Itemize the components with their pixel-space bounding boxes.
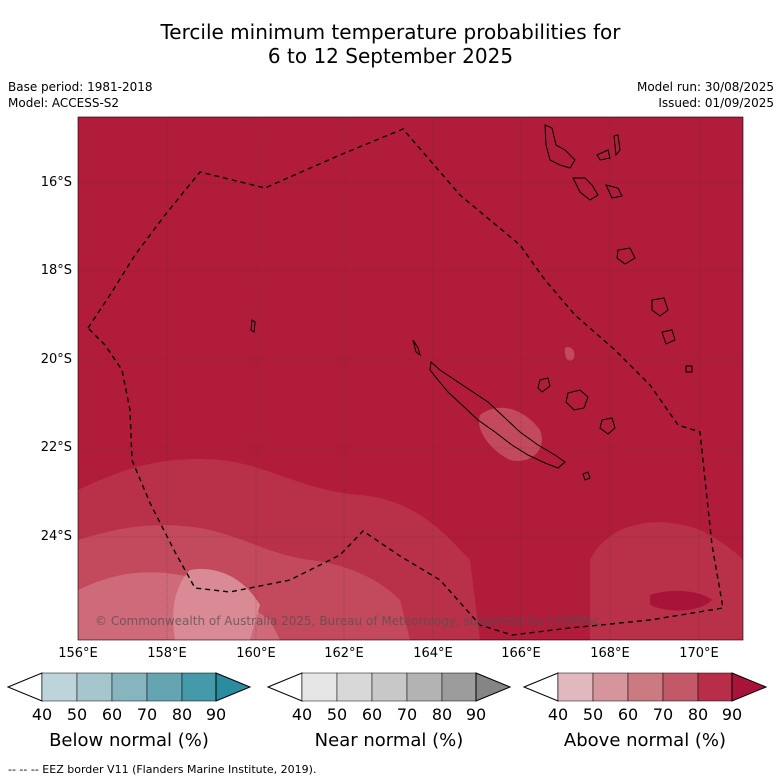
above-normal-title: Above normal (%) <box>563 730 727 751</box>
tanna-island <box>661 329 676 345</box>
below-tick-70: 70 <box>136 705 158 724</box>
map-title-line2: 6 to 12 September 2025 <box>267 44 514 68</box>
lon-label-162e: 162°E <box>324 646 364 661</box>
below-tick-90: 90 <box>205 705 227 724</box>
lat-label-22s: 22°S <box>40 440 72 455</box>
near-tick-90: 90 <box>465 705 487 724</box>
below-tick-40: 40 <box>31 705 53 724</box>
model-name: Model: ACCESS-S2 <box>8 96 120 110</box>
contour-70-east <box>590 522 743 640</box>
pentecost-island <box>613 134 621 157</box>
contour-60-small <box>564 347 575 361</box>
map-area <box>78 117 743 640</box>
above-tick-40: 40 <box>547 705 569 724</box>
graticule <box>78 117 743 640</box>
above-tick-50: 50 <box>582 705 604 724</box>
lon-label-164e: 164°E <box>413 646 453 661</box>
above-tick-90: 90 <box>721 705 743 724</box>
below-tick-80: 80 <box>171 705 193 724</box>
lat-label-18s: 18°S <box>40 263 72 278</box>
copyright-notice: © Commonwealth of Australia 2025, Bureau… <box>95 614 601 628</box>
isle-of-pines <box>582 471 591 481</box>
contour-90 <box>650 590 712 611</box>
lon-label-166e: 166°E <box>501 646 541 661</box>
efate-island <box>616 247 636 265</box>
near-tick-60: 60 <box>361 705 383 724</box>
maewo-island <box>596 149 611 161</box>
lon-label-158e: 158°E <box>147 646 187 661</box>
below-tick-60: 60 <box>101 705 123 724</box>
lon-label-168e: 168°E <box>590 646 630 661</box>
belep-island <box>412 339 421 357</box>
lat-label-20s: 20°S <box>40 352 72 367</box>
mare-island <box>599 417 616 435</box>
lon-label-156e: 156°E <box>58 646 98 661</box>
erromango-island <box>651 297 669 317</box>
lat-label-16s: 16°S <box>40 175 72 190</box>
near-tick-70: 70 <box>396 705 418 724</box>
chesterfield-islands <box>250 319 256 333</box>
contour-60-noumea <box>479 407 542 461</box>
eez-border <box>87 128 724 636</box>
espiritu-santo-island <box>544 124 576 169</box>
colorbar-near <box>266 672 512 702</box>
map-frame <box>77 116 744 641</box>
lifou-island <box>565 389 589 411</box>
lon-label-170e: 170°E <box>679 646 719 661</box>
colorbar-below <box>6 672 252 702</box>
near-tick-80: 80 <box>431 705 453 724</box>
above-tick-80: 80 <box>687 705 709 724</box>
colorbar-above <box>522 672 768 702</box>
ambrym-island <box>605 184 623 199</box>
near-tick-50: 50 <box>326 705 348 724</box>
near-normal-title: Near normal (%) <box>314 730 464 751</box>
near-tick-40: 40 <box>291 705 313 724</box>
contour-40 <box>173 569 260 640</box>
lat-label-24s: 24°S <box>40 529 72 544</box>
aneityum-island <box>685 365 693 373</box>
new-caledonia-island <box>429 360 566 469</box>
above-tick-60: 60 <box>617 705 639 724</box>
base-period: Base period: 1981-2018 <box>8 80 153 94</box>
map-title-line1: Tercile minimum temperature probabilitie… <box>160 20 621 44</box>
model-run: Model run: 30/08/2025 <box>636 80 774 94</box>
malekula-island <box>572 177 599 201</box>
eez-footnote: -- -- -- EEZ border V11 (Flanders Marine… <box>8 763 317 776</box>
lon-label-160e: 160°E <box>236 646 276 661</box>
above-tick-70: 70 <box>652 705 674 724</box>
issued-date: Issued: 01/09/2025 <box>658 96 774 110</box>
below-normal-title: Below normal (%) <box>49 730 209 751</box>
below-tick-50: 50 <box>66 705 88 724</box>
ouvea-island <box>537 377 551 393</box>
